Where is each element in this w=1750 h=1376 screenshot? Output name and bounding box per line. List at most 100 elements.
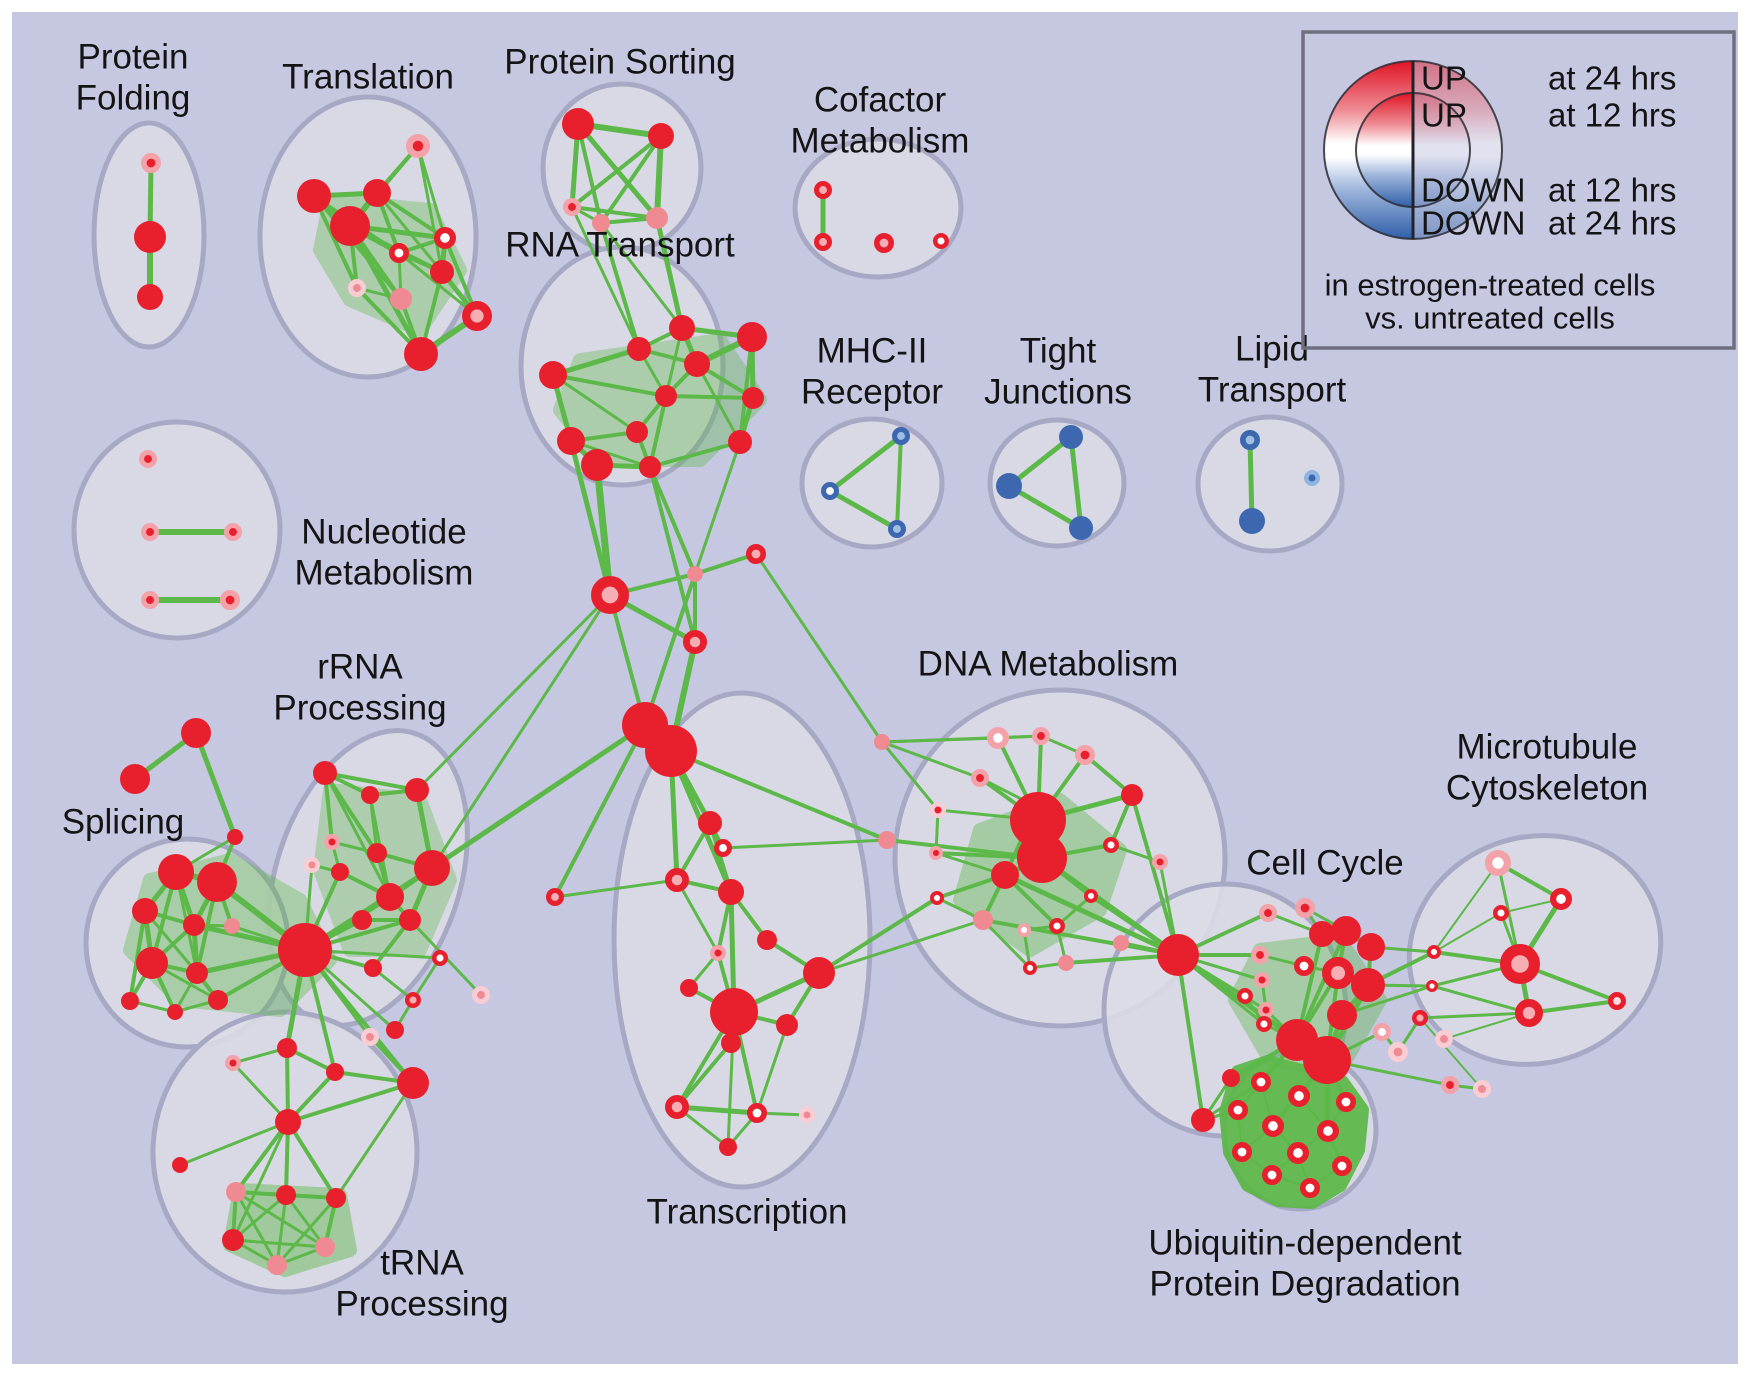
node-d16 (1083, 889, 1098, 904)
edge-tr10-tr11 (231, 1238, 327, 1249)
node-sp2 (197, 862, 237, 902)
node-d22 (1157, 934, 1199, 976)
node-rr15 (386, 1021, 404, 1039)
edge-tr4-tr6 (286, 1081, 415, 1124)
node-ps4 (592, 214, 610, 232)
nodes-layer (120, 108, 1627, 1275)
node-tx9 (803, 957, 835, 989)
node-c16 (1222, 1069, 1240, 1087)
node-u3 (1336, 1092, 1357, 1113)
edge-t4-t11 (347, 223, 424, 357)
node-mt2 (1549, 888, 1572, 911)
node-t8 (347, 278, 366, 297)
edge-mt3-mt7 (1433, 912, 1502, 953)
node-rrP (471, 986, 490, 1005)
node-d9 (878, 831, 896, 849)
edge-tr7-tr11 (234, 1190, 327, 1249)
cluster-label-protein-folding-line0: Protein (78, 38, 189, 77)
edge-ps1-ps4 (576, 122, 603, 225)
node-cf4 (932, 233, 949, 250)
node-n1 (139, 449, 158, 468)
node-t5 (433, 227, 456, 250)
node-ps3 (563, 198, 582, 217)
edge-rr3-bn1 (415, 593, 612, 792)
cluster-ellipse-rna-transport (518, 244, 726, 488)
node-rr8 (376, 883, 404, 911)
node-t7 (430, 260, 454, 284)
cluster-label-protein-sorting-line0: Protein Sorting (504, 43, 736, 82)
node-tx11 (721, 1033, 741, 1053)
edge-tr6-trL (178, 1120, 290, 1167)
legend-direction-label-0: UP (1421, 60, 1467, 97)
node-mt6 (1608, 992, 1627, 1011)
node-c3 (1309, 921, 1335, 947)
legend-box (1301, 30, 1736, 350)
node-b2 (1473, 1080, 1492, 1099)
node-r11 (581, 449, 613, 481)
node-d4 (971, 769, 990, 788)
node-sp10 (208, 990, 228, 1010)
node-rr4 (323, 833, 340, 850)
node-t10 (462, 301, 493, 332)
node-r8 (626, 421, 648, 443)
node-tx8 (680, 979, 698, 997)
cluster-label-dna-metabolism-line0: DNA Metabolism (918, 645, 1179, 684)
node-u2 (1287, 1084, 1310, 1107)
node-u11 (1300, 1178, 1321, 1199)
node-d19 (1113, 935, 1129, 951)
node-rr7 (331, 863, 349, 881)
edge-rr1-rr3 (323, 771, 419, 792)
cluster-ellipse-microtubule-cytoskeleton (1406, 833, 1664, 1067)
edge-ps2-ps3 (570, 134, 663, 209)
node-mt4 (1499, 943, 1540, 984)
cluster-label-transcription-line0: Transcription (647, 1193, 848, 1232)
node-pf3 (137, 284, 163, 310)
node-d21 (1058, 955, 1074, 971)
edge-r3-r5 (550, 346, 642, 378)
node-t2 (363, 179, 391, 207)
cluster-ellipse-mhc-ii-receptor (799, 416, 945, 550)
edge-tr6-tr9 (286, 1120, 338, 1200)
node-rr11 (399, 909, 421, 931)
node-rr10 (352, 910, 372, 930)
cluster-label-rrna-processing-line0: rRNA (317, 648, 403, 687)
node-c2 (1295, 897, 1316, 918)
edge-ps2-ps4 (599, 134, 663, 225)
edge-tr9-tr4 (334, 1081, 415, 1200)
node-pf1 (141, 153, 162, 174)
node-tx14 (746, 1103, 767, 1124)
node-n2 (141, 523, 160, 542)
edge-b2-mt9 (1419, 1017, 1483, 1090)
node-cf1 (814, 181, 833, 200)
edge-ps4-r1 (599, 221, 684, 330)
node-sp9 (167, 1004, 183, 1020)
node-rr1 (313, 761, 337, 785)
node-c6 (1251, 946, 1270, 965)
cluster-label-protein-folding-line1: Folding (76, 79, 191, 118)
edge-tr7-tr12 (234, 1190, 279, 1267)
node-rr2 (361, 786, 379, 804)
edge-ring1-dbr (754, 552, 884, 744)
node-tr11 (315, 1237, 335, 1257)
node-tx12 (776, 1014, 798, 1036)
node-cl2 (1191, 1108, 1215, 1132)
edge-rr9-h2a (429, 722, 648, 871)
node-tx2 (714, 839, 733, 858)
node-d10 (929, 846, 944, 861)
node-pf2 (134, 221, 166, 253)
legend-time-label-2: at 12 hrs (1548, 172, 1676, 209)
legend-time-label-0: at 24 hrs (1548, 60, 1676, 97)
edge-m1-m2 (827, 433, 904, 494)
node-u7 (1232, 1142, 1253, 1163)
node-sp6 (136, 947, 168, 979)
edge-tj1-tj3 (1068, 434, 1084, 531)
edge-r4-r10 (695, 362, 742, 444)
node-m3 (888, 520, 907, 539)
edge-r12-j1 (648, 465, 697, 576)
node-c7 (1294, 955, 1315, 976)
edge-tx9-d15 (817, 918, 985, 975)
node-r6 (655, 385, 677, 407)
node-t9 (390, 288, 412, 310)
edge-d9-h2b (669, 749, 889, 842)
